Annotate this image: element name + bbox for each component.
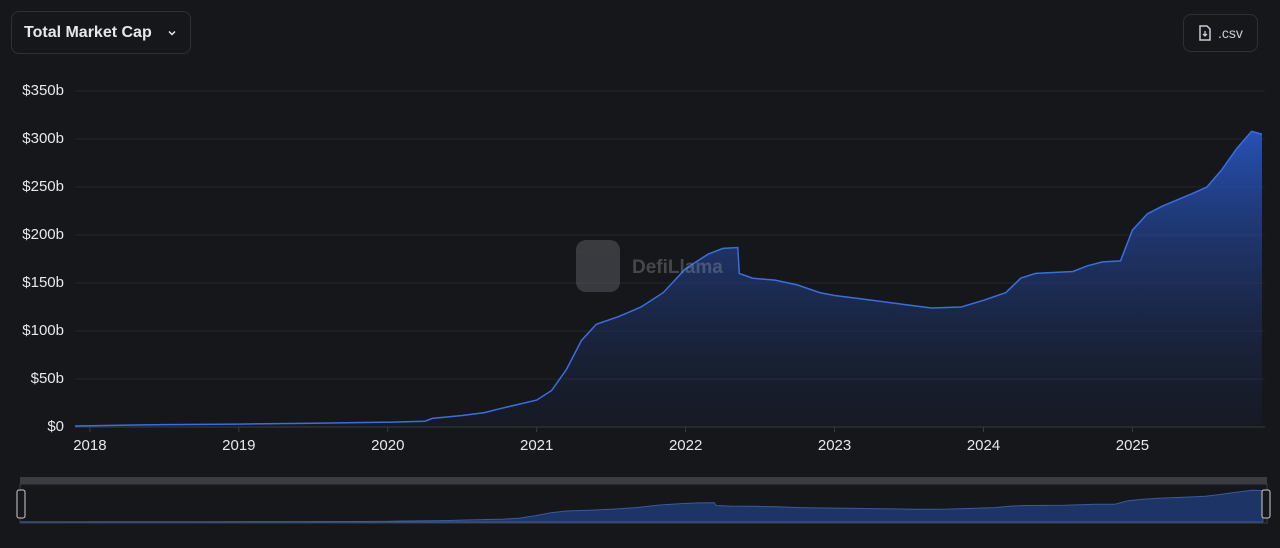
x-tick-label: 2021 [520, 437, 553, 454]
brush-handle[interactable] [16, 489, 26, 519]
overview-area [20, 489, 1264, 523]
csv-label: .csv [1218, 25, 1243, 41]
brush-handle[interactable] [1261, 489, 1271, 519]
x-tick-label: 2018 [73, 437, 106, 454]
watermark-text: DefiLlama [632, 257, 723, 278]
y-tick-label: $200b [22, 226, 64, 243]
x-tick-label: 2019 [222, 437, 255, 454]
watermark: DefiLlama [576, 240, 723, 292]
brush-bar[interactable] [20, 477, 1267, 484]
csv-button[interactable]: .csv [1183, 14, 1258, 52]
y-tick-label: $150b [22, 274, 64, 291]
y-tick-label: $0 [47, 418, 64, 435]
x-tick-label: 2020 [371, 437, 404, 454]
y-tick-label: $50b [31, 370, 64, 387]
y-tick-label: $100b [22, 322, 64, 339]
brush-frame [19, 483, 1268, 524]
area [75, 131, 1263, 428]
x-tick-label: 2024 [967, 437, 1000, 454]
file-icon [1199, 25, 1211, 41]
x-tick-label: 2022 [669, 437, 702, 454]
metric-dropdown[interactable]: Total Market Cap [11, 11, 191, 54]
dropdown-label: Total Market Cap [24, 23, 152, 41]
chevron [168, 30, 176, 36]
y-tick-label: $350b [22, 82, 64, 99]
y-tick-label: $250b [22, 178, 64, 195]
line [74, 130, 1263, 427]
y-tick-label: $300b [22, 130, 64, 147]
x-tick-label: 2025 [1116, 437, 1149, 454]
x-tick-label: 2023 [818, 437, 851, 454]
